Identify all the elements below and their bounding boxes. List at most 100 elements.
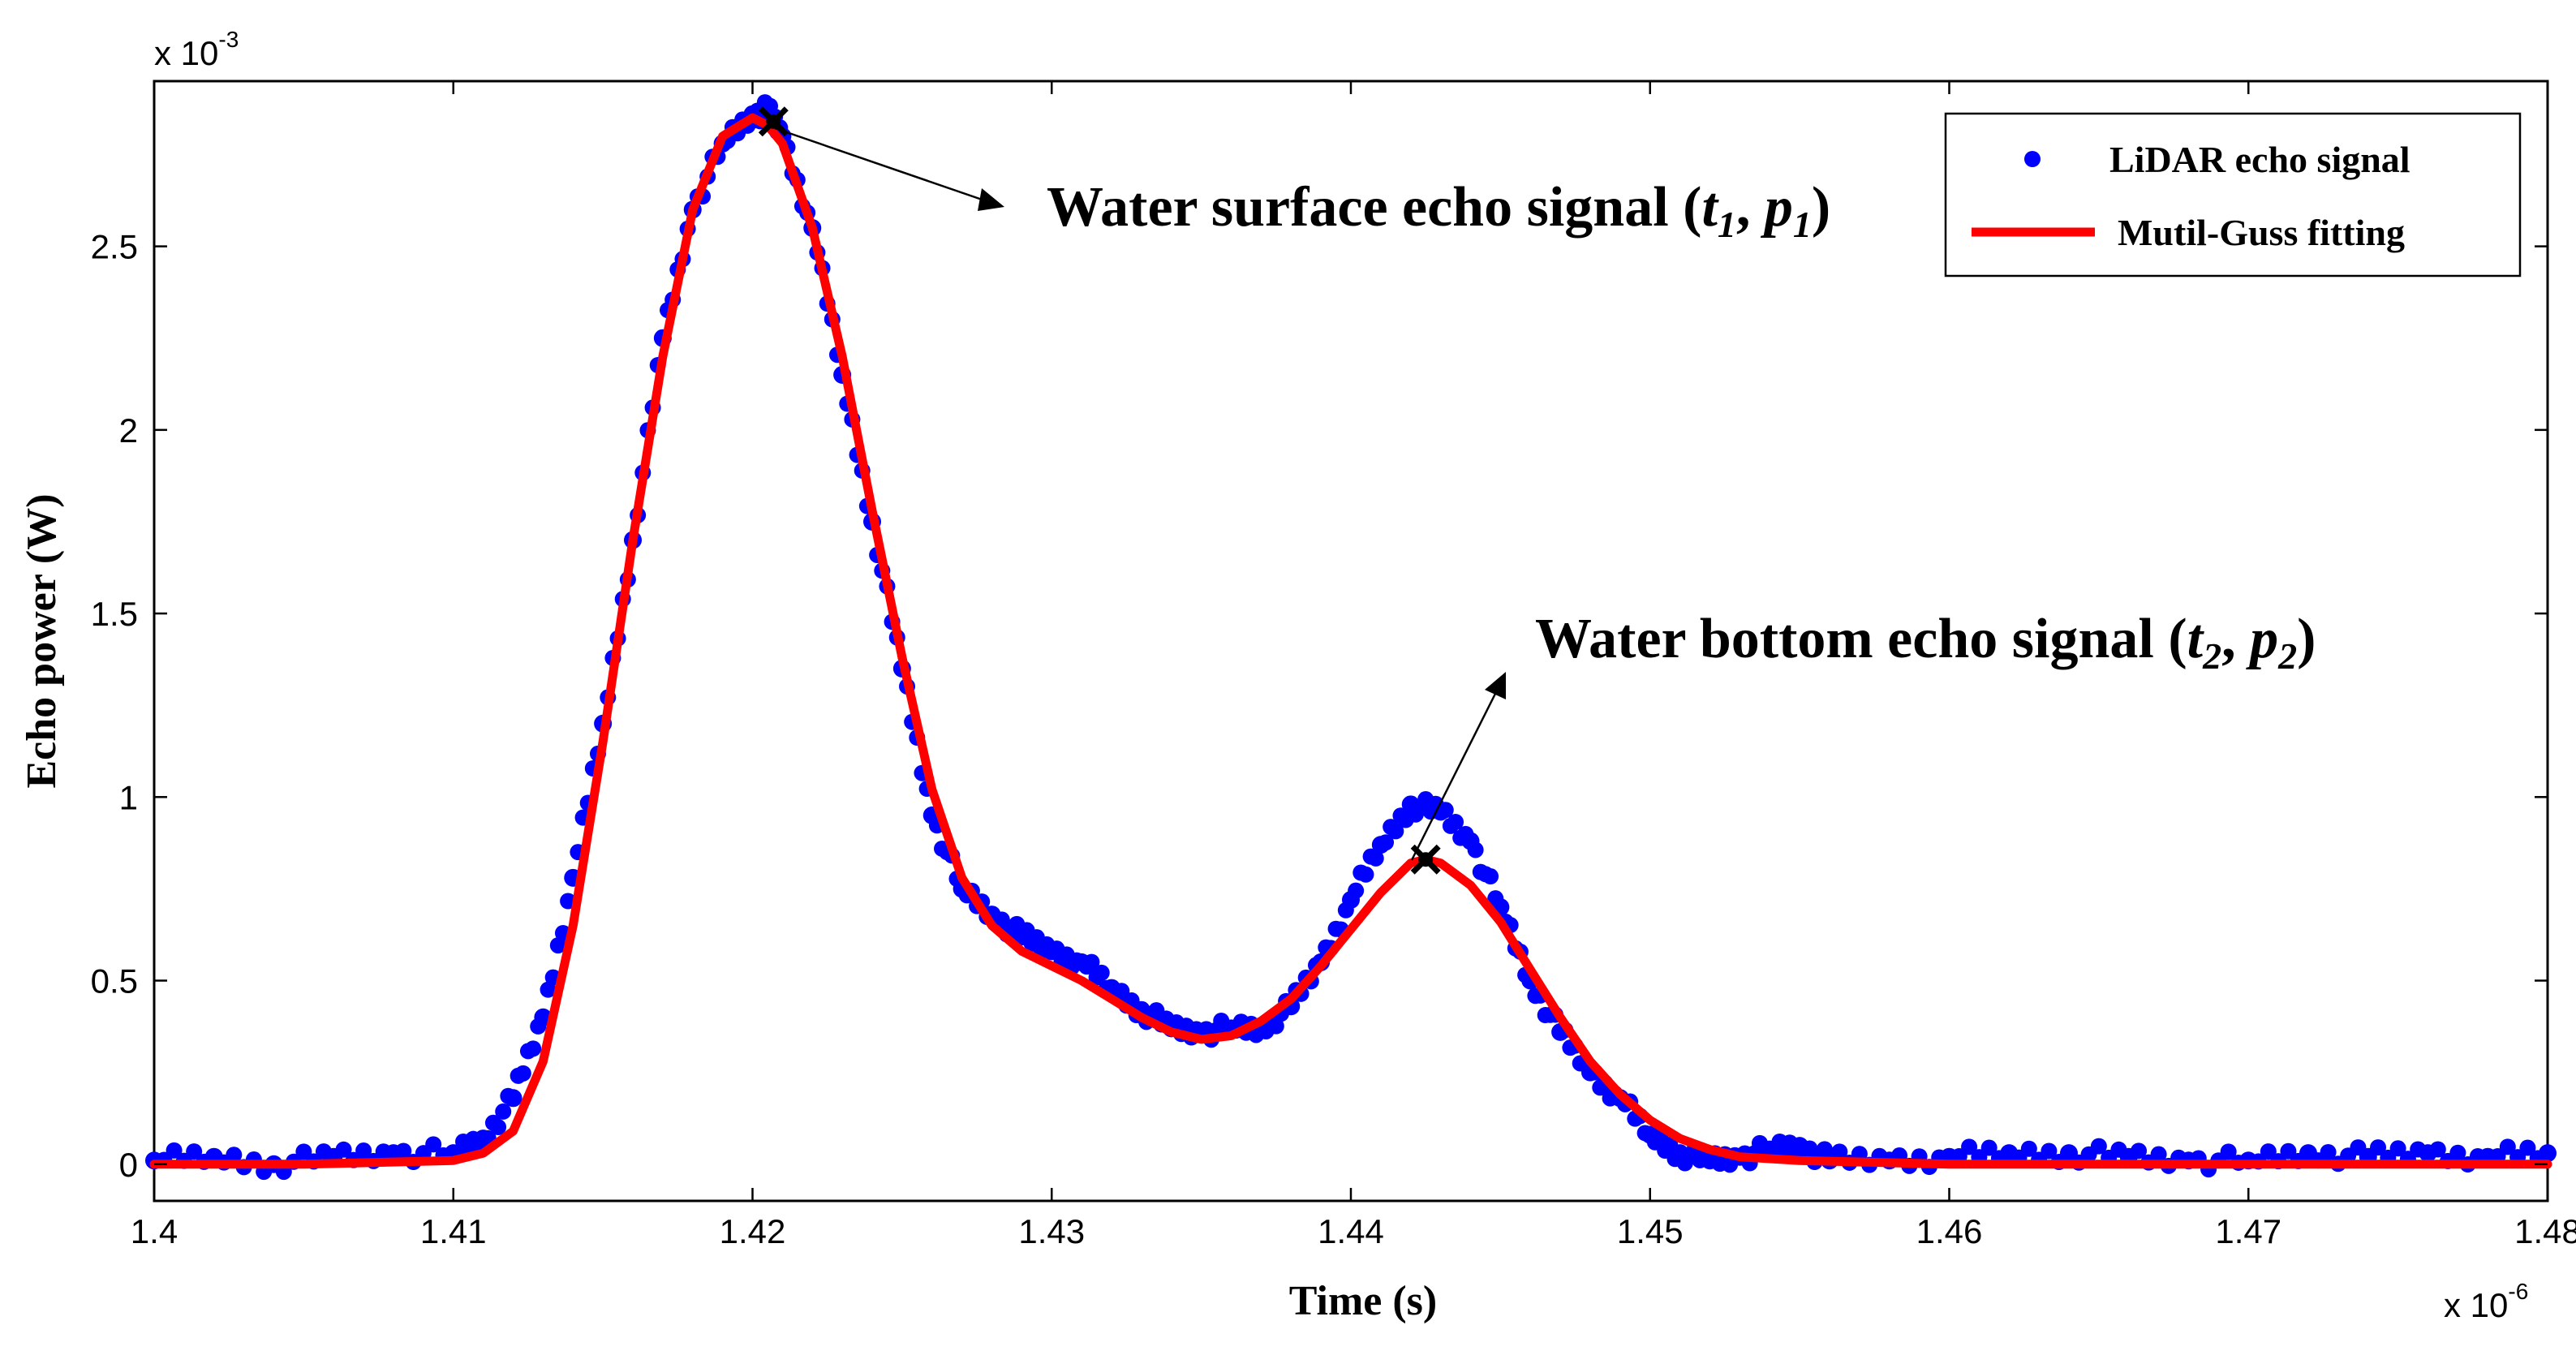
lidar-point-interp — [2350, 1139, 2367, 1156]
legend-label-fit: Mutil-Guss fitting — [2118, 212, 2405, 253]
lidar-point-interp — [495, 1103, 512, 1120]
legend-box — [1944, 112, 2522, 278]
annotation-surface-sub2: 1 — [1793, 204, 1812, 245]
annotation-surface-var2: p — [1761, 176, 1793, 239]
lidar-point-interp — [2150, 1146, 2167, 1163]
lidar-point-interp — [525, 1040, 542, 1057]
lidar-point-interp — [1267, 1018, 1284, 1035]
lidar-point-interp — [540, 981, 557, 998]
lidar-point-interp — [2090, 1138, 2107, 1155]
x-tick-label: 1.46 — [1916, 1212, 1983, 1250]
y-tick-label: 0.5 — [91, 962, 138, 1000]
lidar-point-interp — [2280, 1142, 2297, 1160]
lidar-point-interp — [1437, 802, 1454, 819]
lidar-point-interp — [355, 1142, 372, 1160]
fit-line-mutil-guss — [149, 113, 2552, 1169]
annotation-surface-text: Water surface echo signal — [1047, 176, 1669, 239]
lidar-point-interp — [2519, 1139, 2536, 1156]
lidar-point-interp — [490, 1119, 507, 1136]
annotation-bottom-sub2: 2 — [2277, 635, 2297, 677]
y-multiplier-exponent: -3 — [218, 27, 239, 52]
lidar-point-interp — [226, 1147, 243, 1164]
lidar-point-interp — [1482, 868, 1499, 885]
x-tick-label: 1.4 — [131, 1212, 178, 1250]
y-multiplier-base: x 10 — [154, 34, 218, 72]
lidar-point-interp — [1662, 1136, 1679, 1153]
lidar-point-interp — [530, 1018, 547, 1035]
lidar-point-interp — [1083, 953, 1100, 970]
lidar-point-interp — [1357, 866, 1374, 883]
x-multiplier-base: x 10 — [2444, 1286, 2508, 1324]
x-tick-label: 1.47 — [2215, 1212, 2281, 1250]
lidar-point-interp — [1337, 901, 1354, 919]
x-tick-label: 1.42 — [720, 1212, 786, 1250]
lidar-point-interp — [1961, 1138, 1978, 1155]
lidar-point-interp — [1467, 841, 1484, 858]
annotation-arrow-bottom — [1410, 672, 1506, 861]
annotation-bottom-var1: t — [2187, 608, 2205, 670]
annotation-arrow-surface — [774, 127, 1004, 211]
y-multiplier: x 10-3 — [154, 27, 239, 72]
annotation-surface-var1: t — [1701, 176, 1719, 239]
lidar-point-interp — [2449, 1144, 2466, 1161]
y-tick-label: 1 — [119, 778, 138, 816]
y-tick-label: 2.5 — [91, 228, 138, 266]
lidar-point-interp — [2260, 1143, 2277, 1160]
lidar-point-interp — [1378, 834, 1395, 851]
lidar-point-interp — [2110, 1141, 2127, 1158]
x-tick-label: 1.43 — [1018, 1212, 1085, 1250]
y-tick-label: 1.5 — [91, 595, 138, 633]
lidar-point-interp — [1487, 890, 1504, 907]
lidar-point-interp — [549, 937, 566, 954]
peak-markers — [758, 106, 1441, 875]
legend-label-scatter: LiDAR echo signal — [2109, 139, 2410, 180]
lidar-point-interp — [166, 1142, 183, 1159]
lidar-point-interp — [1093, 964, 1110, 981]
annotation-bottom: Water bottom echo signal (t2, p2) — [1535, 608, 2316, 677]
annotation-bottom-text: Water bottom echo signal — [1535, 608, 2154, 670]
annotation-surface: Water surface echo signal (t1, p1) — [1047, 176, 1830, 245]
lidar-point-interp — [1457, 825, 1474, 842]
lidar-point-interp — [1387, 823, 1404, 840]
y-tick-label: 0 — [119, 1146, 138, 1184]
lidar-point-interp — [2429, 1141, 2446, 1158]
lidar-point-interp — [1447, 814, 1464, 831]
annotation-bottom-sub1: 2 — [2202, 635, 2221, 677]
lidar-point-interp — [2389, 1140, 2406, 1157]
x-tick-label: 1.44 — [1318, 1212, 1384, 1250]
x-tick-label: 1.45 — [1617, 1212, 1684, 1250]
annotation-bottom-var2: p — [2246, 608, 2278, 670]
x-tick-label: 1.48 — [2514, 1212, 2576, 1250]
lidar-point-interp — [2131, 1142, 2148, 1160]
x-tick-label: 1.41 — [420, 1212, 487, 1250]
x-multiplier: x 10-6 — [2444, 1279, 2528, 1324]
lidar-point-interp — [2410, 1141, 2427, 1158]
y-axis-ticks: 0 0.5 1 1.5 2 2.5 — [91, 228, 2548, 1184]
lidar-point-interp — [1980, 1139, 1998, 1156]
x-axis-ticks: 1.4 1.41 1.42 1.43 1.44 1.45 1.46 1.47 1.48 — [131, 81, 2576, 1250]
peak-marker — [758, 106, 789, 137]
lidar-point-interp — [1816, 1141, 1833, 1158]
lidar-point-interp — [395, 1142, 412, 1160]
legend: LiDAR echo signal Mutil-Guss fitting — [1944, 112, 2522, 278]
lidar-point-interp — [500, 1087, 517, 1104]
legend-marker-scatter — [2024, 151, 2041, 167]
y-axis-title: Echo power (W) — [19, 493, 65, 788]
lidar-point-interp — [2020, 1140, 2037, 1157]
x-multiplier-exponent: -6 — [2508, 1279, 2528, 1304]
peak-marker — [1410, 844, 1441, 875]
lidar-point-interp — [2220, 1143, 2237, 1160]
x-axis-title: Time (s) — [1289, 1278, 1437, 1324]
lidar-point-interp — [335, 1141, 352, 1158]
lidar-point-interp — [1367, 850, 1384, 867]
lidar-point-interp — [315, 1143, 332, 1160]
lidar-point-interp — [375, 1143, 392, 1160]
annotation-surface-sub1: 1 — [1718, 204, 1736, 245]
lidar-point-interp — [1831, 1143, 1848, 1160]
lidar-point-interp — [1348, 882, 1365, 899]
lidar-point-interp — [186, 1143, 203, 1160]
lidar-point-interp — [2499, 1138, 2516, 1155]
lidar-point-interp — [2370, 1139, 2387, 1156]
lidar-point-interp — [514, 1065, 531, 1082]
